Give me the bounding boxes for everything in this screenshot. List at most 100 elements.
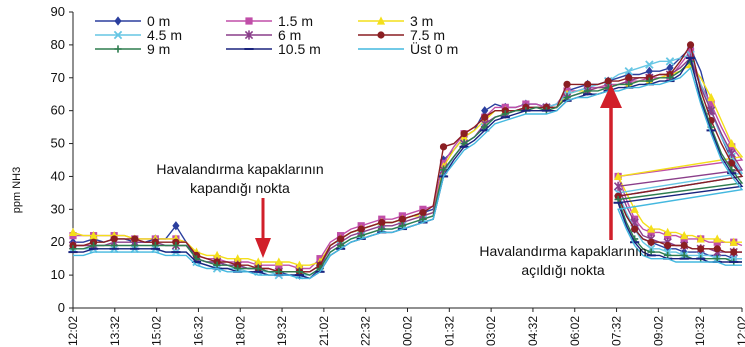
data-point [664,241,672,250]
x-tick-label: 19:32 [275,316,289,346]
data-point [630,204,639,213]
data-point [89,231,98,240]
legend-marker [113,30,123,40]
legend-marker [114,45,122,53]
legend-label: 3 m [410,13,433,29]
y-tick-label: 40 [51,168,65,183]
annotation-close-line2: kapandığı nokta [190,180,290,196]
legend-marker [244,30,254,40]
data-point [665,57,675,66]
data-point [645,66,653,76]
data-point [439,143,448,151]
data-point [172,221,180,231]
x-tick-label: 21:02 [317,316,331,346]
data-point [707,100,715,108]
legend-marker [245,17,253,25]
data-point [419,209,427,217]
legend-item: 4.5 m [95,27,182,43]
axes: 0 10 20 30 40 50 60 70 80 90 ppm NH3 12:02 13:32 15:0… [11,4,745,346]
x-tick-label: 22:32 [359,316,373,346]
data-point [614,171,623,181]
x-tick-label: 13:32 [108,316,122,346]
annotation-close-arrowhead [255,238,271,258]
data-point [686,47,695,56]
data-point [631,225,639,233]
data-point [713,245,721,253]
y-tick-label: 90 [51,4,65,19]
y-tick-label: 10 [51,267,65,282]
data-point [727,138,736,148]
data-point [295,260,304,269]
data-point [613,181,623,191]
series-line [73,66,744,280]
data-point [663,227,672,236]
data-point [686,41,695,49]
y-axis-label: ppm NH3 [11,167,23,213]
annotation-open-line1: Havalandırma kapaklarının [479,243,646,259]
x-tick-label: 09:02 [651,316,665,346]
legend-item: 3 m [358,13,433,29]
data-point [707,92,716,102]
legend-item: Üst 0 m [358,40,458,57]
legend-label: 0 m [147,13,170,29]
data-point [481,113,489,121]
data-point [439,166,448,174]
x-tick-label: 03:02 [484,316,498,346]
data-point [563,80,571,88]
legend-label: 6 m [278,27,301,43]
legend-item: 0 m [95,13,170,29]
data-point [131,235,139,243]
data-point [730,248,738,256]
x-tick-label: 10:32 [693,316,707,346]
data-point [697,245,705,253]
annotations: Havalandırma kapaklarının kapandığı nokta… [156,84,647,278]
y-tick-label: 30 [51,201,65,216]
data-point [680,231,689,240]
x-tick-label: 06:02 [568,316,582,346]
data-point [728,159,736,167]
series-line [73,50,744,270]
data-point [68,227,78,236]
data-point [666,63,674,73]
data-point [274,257,283,266]
legend-label: 9 m [147,41,170,57]
series-layer [68,41,744,280]
x-tick-label: 12:02 [66,316,80,346]
data-point [481,106,489,116]
x-tick-label: 15:02 [150,316,164,346]
data-point [713,234,722,243]
legend-item: 6 m [226,27,301,43]
data-point [696,234,705,243]
data-point [337,235,345,243]
series-7 [68,56,744,280]
y-tick-label: 20 [51,234,65,249]
legend-label: 10.5 m [278,41,321,57]
x-tick-label: 01:32 [442,316,456,346]
legend-item: 9 m [95,41,170,57]
data-point [398,215,406,223]
legend-label: 4.5 m [147,27,182,43]
data-point [680,241,688,250]
data-point [625,74,633,82]
legend-marker [377,31,385,39]
y-tick-label: 60 [51,103,65,118]
x-tick-label: 07:32 [610,316,624,346]
data-point [604,77,612,85]
annotation-close-line1: Havalandırma kapaklarının [156,161,323,177]
y-tick-label: 70 [51,70,65,85]
legend-label: Üst 0 m [410,40,458,57]
series-line [73,43,744,273]
x-tick-label: 12:02 [735,316,745,346]
legend-label: 1.5 m [278,13,313,29]
legend-item: 1.5 m [226,13,313,29]
data-point [727,148,736,159]
data-point [460,130,468,138]
legend-item: 7.5 m [358,27,445,43]
data-point [624,66,634,76]
data-point [647,238,655,246]
y-tick-label: 80 [51,37,65,52]
x-tick-label: 16:32 [191,316,205,346]
series-line [73,56,744,280]
series-line [73,56,744,273]
